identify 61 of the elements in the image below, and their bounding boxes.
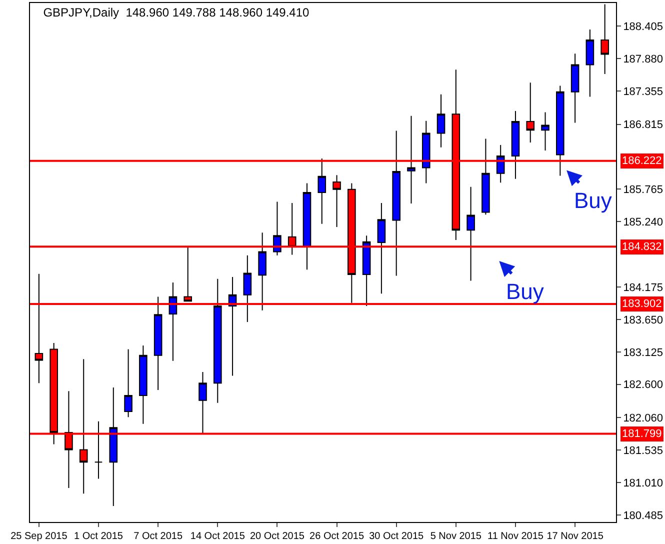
candlestick <box>198 372 207 434</box>
candlestick <box>482 138 490 216</box>
x-tick-label: 11 Nov 2015 <box>487 531 544 542</box>
candlestick <box>94 420 103 480</box>
candlestick <box>139 345 148 424</box>
y-tick-label: 187.880 <box>623 53 663 66</box>
annotation: Buy <box>506 279 544 304</box>
y-tick-label: 181.535 <box>623 444 663 457</box>
ref-line-label: 186.222 <box>622 155 662 167</box>
candlestick <box>213 278 222 404</box>
y-tick-label: 188.405 <box>623 20 663 33</box>
chart-title: GBPJPY,Daily 148.960 149.788 148.960 149.410 <box>43 6 310 20</box>
candlestick <box>302 182 312 270</box>
candlestick <box>526 82 535 143</box>
candlestick <box>586 29 594 98</box>
y-tick-label: 181.010 <box>623 477 663 490</box>
y-tick-label: 185.240 <box>623 216 663 228</box>
y-tick-label: 187.355 <box>623 86 663 98</box>
candlestick <box>377 202 386 294</box>
candlestick <box>362 235 371 307</box>
x-tick-label: 5 Nov 2015 <box>430 531 482 542</box>
y-tick-label: 182.060 <box>623 412 663 425</box>
y-tick-label: 183.125 <box>623 346 663 359</box>
y-tick-label: 182.600 <box>623 379 663 392</box>
candlestick <box>228 276 237 376</box>
candlestick <box>154 296 162 390</box>
candlestick <box>168 282 178 362</box>
ref-line-label: 183.902 <box>622 298 662 310</box>
candlestick <box>511 110 520 180</box>
candlestick <box>407 115 416 204</box>
candlestick <box>243 254 252 323</box>
candlestick <box>392 130 400 276</box>
x-tick-label: 17 Nov 2015 <box>546 531 604 542</box>
candlestick <box>109 386 118 506</box>
x-tick-label: 30 Oct 2015 <box>369 531 424 542</box>
candlestick <box>273 201 282 256</box>
candlestick <box>318 158 326 224</box>
x-tick-label: 7 Oct 2015 <box>134 531 183 542</box>
candlestick <box>258 232 266 311</box>
candlestick <box>332 174 341 228</box>
y-tick-label: 183.650 <box>623 314 663 326</box>
ref-line-label: 181.799 <box>622 428 662 440</box>
x-tick-label: 14 Oct 2015 <box>190 531 246 542</box>
candlestick <box>436 94 446 148</box>
ref-line-label: 184.832 <box>622 241 662 253</box>
y-tick-label: 184.175 <box>623 282 663 294</box>
y-tick-label: 180.485 <box>623 510 663 522</box>
candlestick <box>496 144 505 184</box>
candlestick <box>570 53 580 124</box>
x-tick-label: 1 Oct 2015 <box>74 531 124 542</box>
candlestick <box>541 112 550 151</box>
annotation: Buy <box>574 188 612 213</box>
candlestick <box>466 186 475 282</box>
x-tick-label: 20 Oct 2015 <box>250 531 305 542</box>
candlestick <box>124 348 132 418</box>
y-tick-label: 185.765 <box>623 184 663 196</box>
x-tick-label: 26 Oct 2015 <box>310 531 364 542</box>
candlestick <box>422 120 430 184</box>
x-tick-label: 25 Sep 2015 <box>10 531 68 542</box>
candlestick <box>556 85 564 176</box>
y-tick-label: 186.815 <box>623 119 663 132</box>
